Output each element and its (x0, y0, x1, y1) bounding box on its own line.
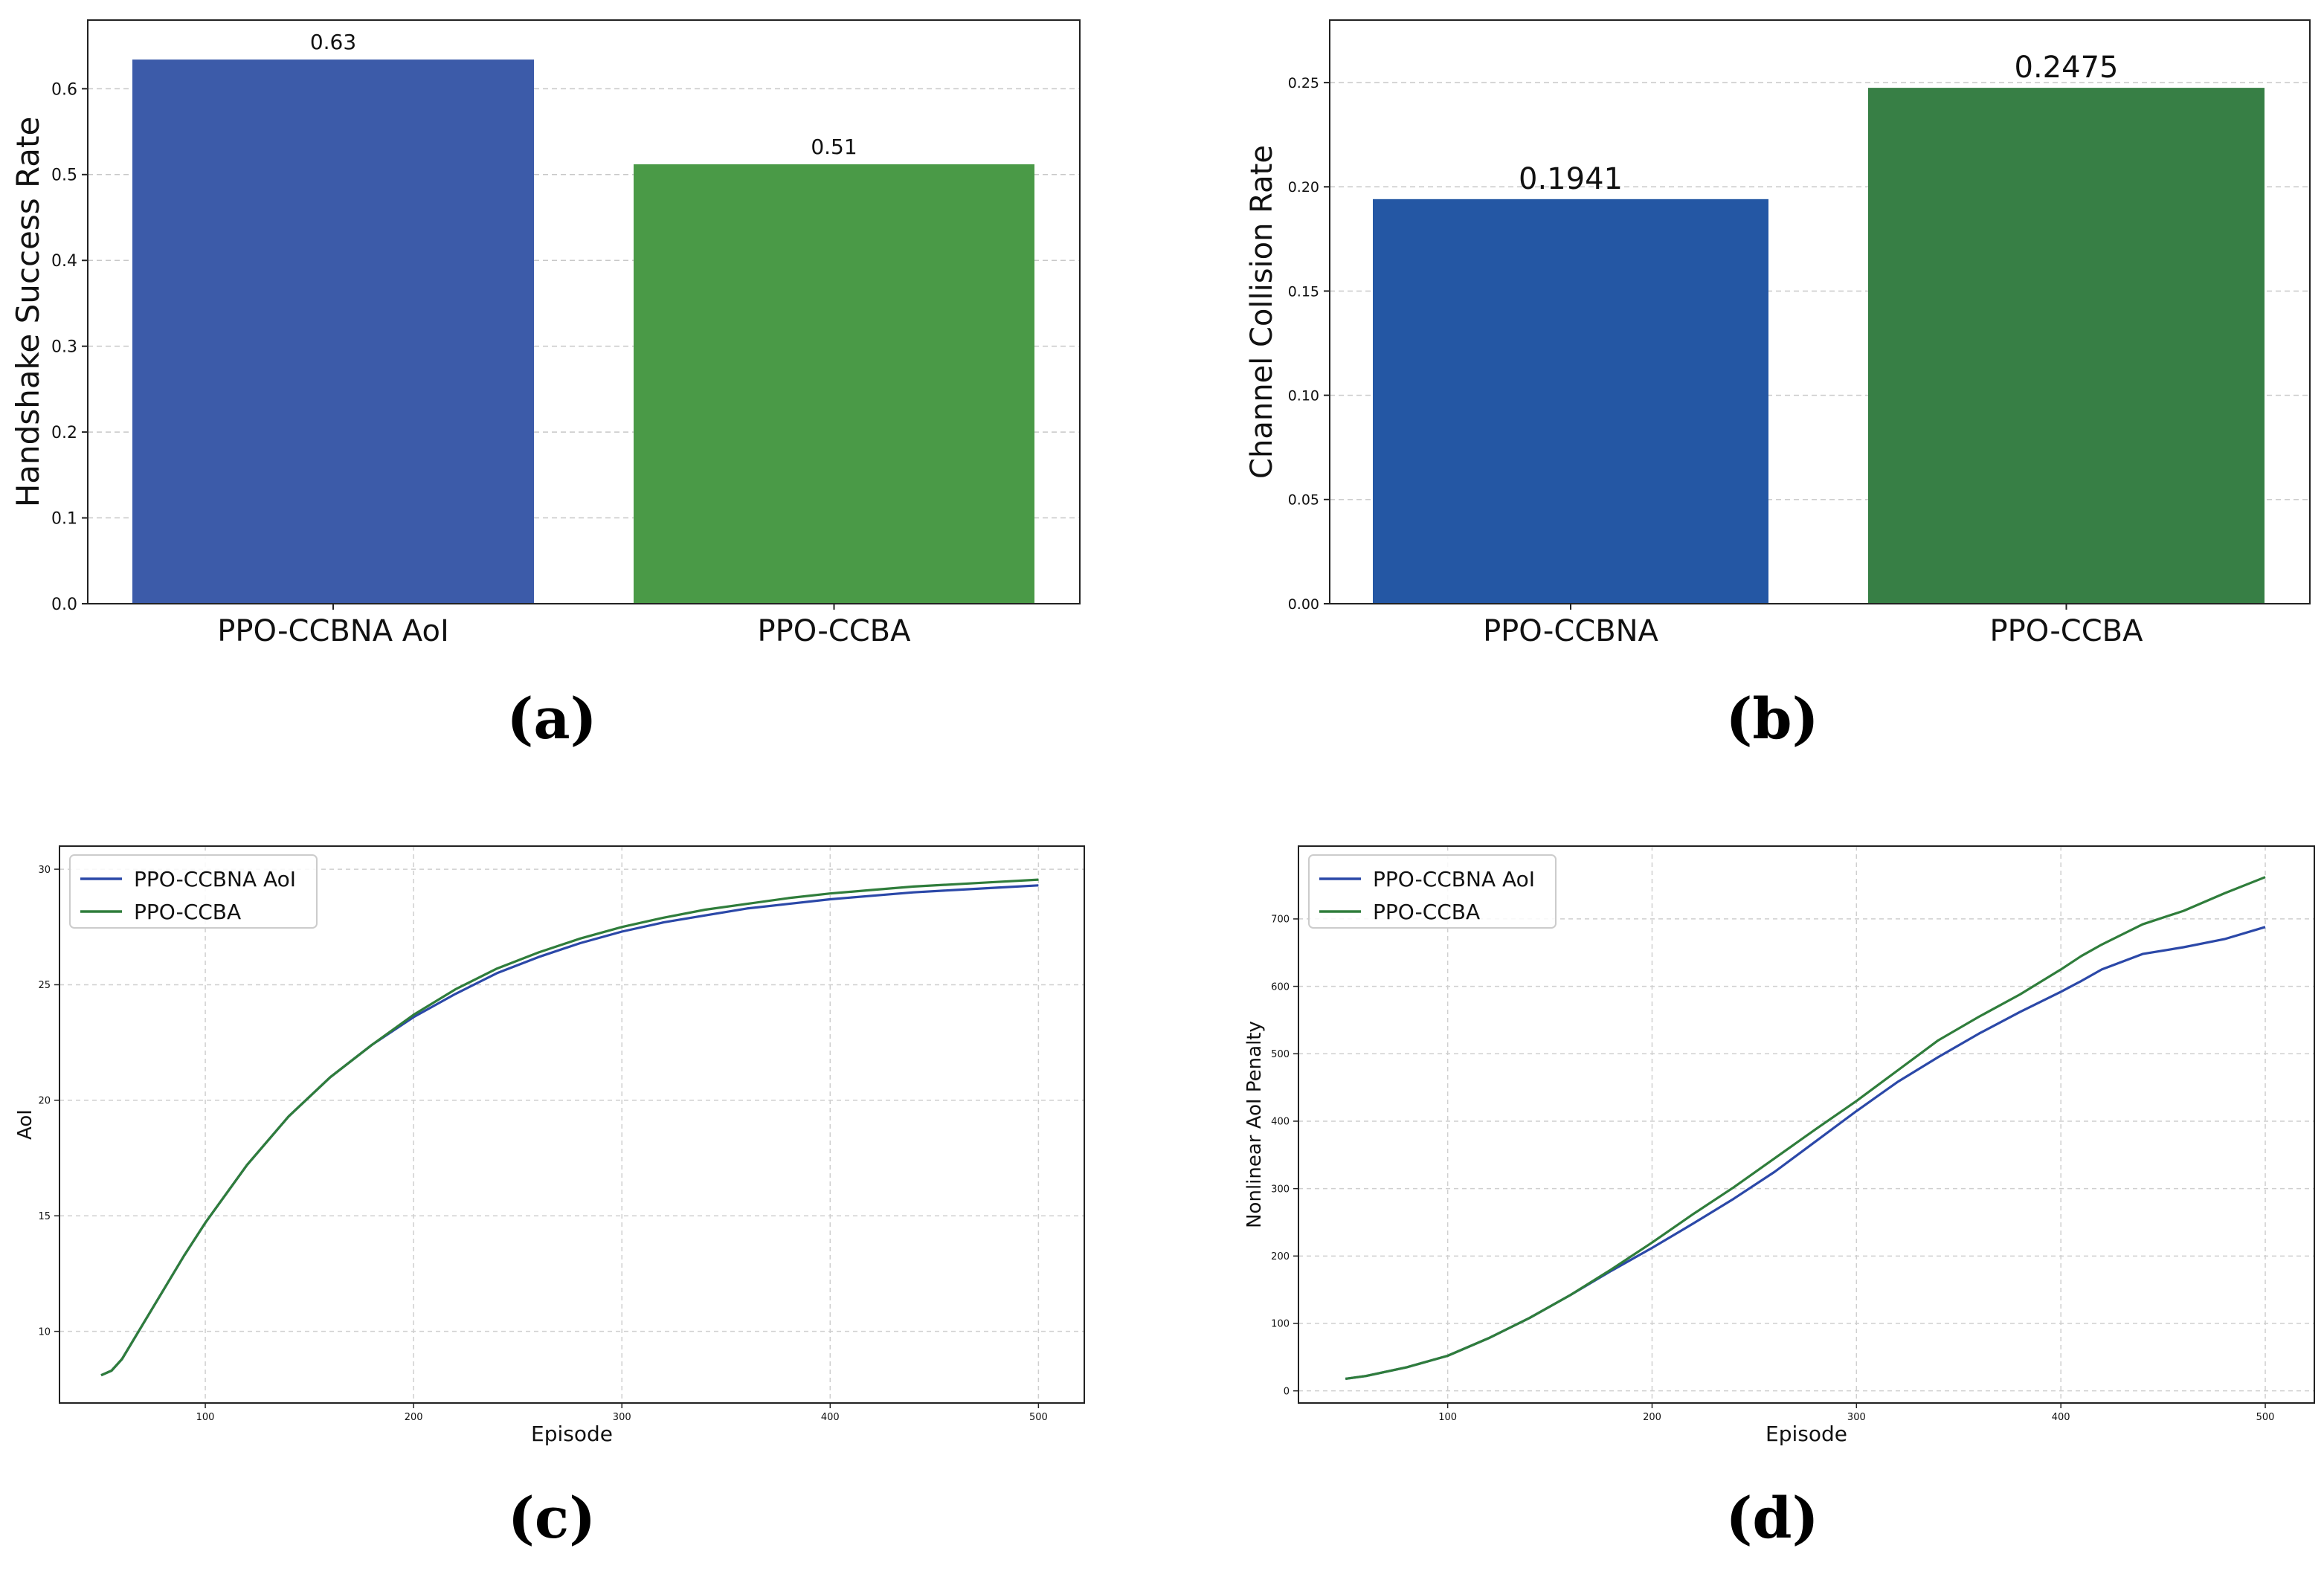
y-tick-label: 0.1 (51, 509, 77, 528)
x-tick-label: PPO-CCBA (758, 614, 912, 648)
bar-1 (1373, 199, 1768, 604)
panel-d: 100 200 300 400 500 0 100 200 300 400 500 600 700 PPO… (1243, 845, 2315, 1446)
series-line-1 (100, 884, 1039, 1377)
x-axis-label: Episode (531, 1422, 613, 1446)
series-line-2 (1345, 876, 2266, 1380)
x-tick-label: 400 (821, 1412, 840, 1423)
axes-frame-b (1329, 19, 2311, 604)
y-tick-label: 10 (38, 1326, 51, 1338)
bar-value-label: 0.2475 (2015, 51, 2119, 85)
x-tick-label: 100 (196, 1412, 215, 1423)
y-tick-label: 30 (38, 865, 51, 876)
x-tick-label: 300 (613, 1412, 631, 1423)
legend-label-1: PPO-CCBNA AoI (1373, 867, 1535, 891)
y-tick-label: 0.4 (51, 252, 77, 271)
x-tick-label: 200 (405, 1412, 423, 1423)
y-tick-label: 300 (1271, 1184, 1290, 1195)
y-tick-label: 0 (1284, 1386, 1290, 1397)
y-axis-label: Channel Collision Rate (1245, 145, 1279, 479)
bar-2 (634, 164, 1034, 604)
y-tick-label: 0.00 (1288, 596, 1319, 613)
x-tick-label: 500 (1029, 1412, 1048, 1423)
y-tick-label: 15 (38, 1211, 51, 1222)
legend-label-2: PPO-CCBA (134, 900, 241, 924)
panel-a: 0.0 0.1 0.2 0.3 0.4 0.5 0.6 0.63 PPO-CCBNA AoI 0.… (10, 19, 1081, 648)
x-tick-label: 300 (1847, 1412, 1866, 1423)
y-tick-label: 0.20 (1288, 179, 1319, 196)
y-tick-label: 500 (1271, 1049, 1290, 1060)
bar-1 (132, 59, 534, 604)
caption-d: (d) (1725, 1485, 1818, 1551)
y-tick-label: 100 (1271, 1319, 1290, 1330)
x-tick-label: PPO-CCBNA AoI (217, 614, 449, 648)
y-tick-label: 700 (1271, 915, 1290, 926)
legend-box (1308, 854, 1557, 929)
series-line-2 (100, 878, 1039, 1377)
caption-a: (a) (506, 686, 596, 752)
y-tick-label: 20 (38, 1096, 51, 1107)
y-tick-label: 0.2 (51, 424, 77, 442)
legend-label-1: PPO-CCBNA AoI (134, 867, 296, 891)
x-tick-label: PPO-CCBNA (1483, 614, 1658, 648)
y-tick-label: 25 (38, 980, 51, 991)
y-tick-label: 0.0 (51, 596, 77, 614)
y-tick-label: 0.25 (1288, 75, 1319, 91)
y-tick-label: 0.10 (1288, 387, 1319, 404)
y-tick-label: 0.3 (51, 338, 77, 357)
x-axis-label: Episode (1765, 1422, 1847, 1446)
y-tick-label: 0.6 (51, 80, 77, 99)
x-tick-label: 400 (2052, 1412, 2070, 1423)
y-tick-label: 200 (1271, 1251, 1290, 1262)
y-tick-label: 600 (1271, 981, 1290, 993)
bar-2 (1868, 88, 2265, 604)
caption-c: (c) (508, 1485, 596, 1551)
legend-label-2: PPO-CCBA (1373, 900, 1480, 924)
axes-frame-c (59, 845, 1085, 1404)
panel-b: 0.00 0.05 0.10 0.15 0.20 0.25 0.1941 PPO-CCBNA 0… (1245, 19, 2311, 648)
bar-value-label: 0.51 (811, 135, 857, 159)
caption-b: (b) (1725, 686, 1818, 752)
axes-frame-a (87, 19, 1081, 604)
x-tick-label: 200 (1643, 1412, 1661, 1423)
x-tick-label: 500 (2256, 1412, 2275, 1423)
y-tick-label: 400 (1271, 1117, 1290, 1128)
x-tick-label: PPO-CCBA (1990, 614, 2144, 648)
y-axis-label: Handshake Success Rate (10, 117, 46, 508)
series-line-1 (1345, 926, 2266, 1380)
panel-c: 100 200 300 400 500 10 15 20 25 30 PPO-CCBNA AoI PP… (14, 845, 1085, 1446)
y-axis-label: Nonlinear AoI Penalty (1243, 1021, 1266, 1228)
x-tick-label: 100 (1438, 1412, 1457, 1423)
axes-frame-d (1298, 845, 2315, 1404)
y-tick-label: 0.15 (1288, 283, 1319, 300)
y-axis-label: AoI (14, 1109, 36, 1140)
legend-box (69, 854, 318, 929)
y-tick-label: 0.05 (1288, 492, 1319, 509)
y-tick-label: 0.5 (51, 167, 77, 185)
bar-value-label: 0.1941 (1519, 162, 1623, 196)
bar-value-label: 0.63 (310, 30, 356, 54)
